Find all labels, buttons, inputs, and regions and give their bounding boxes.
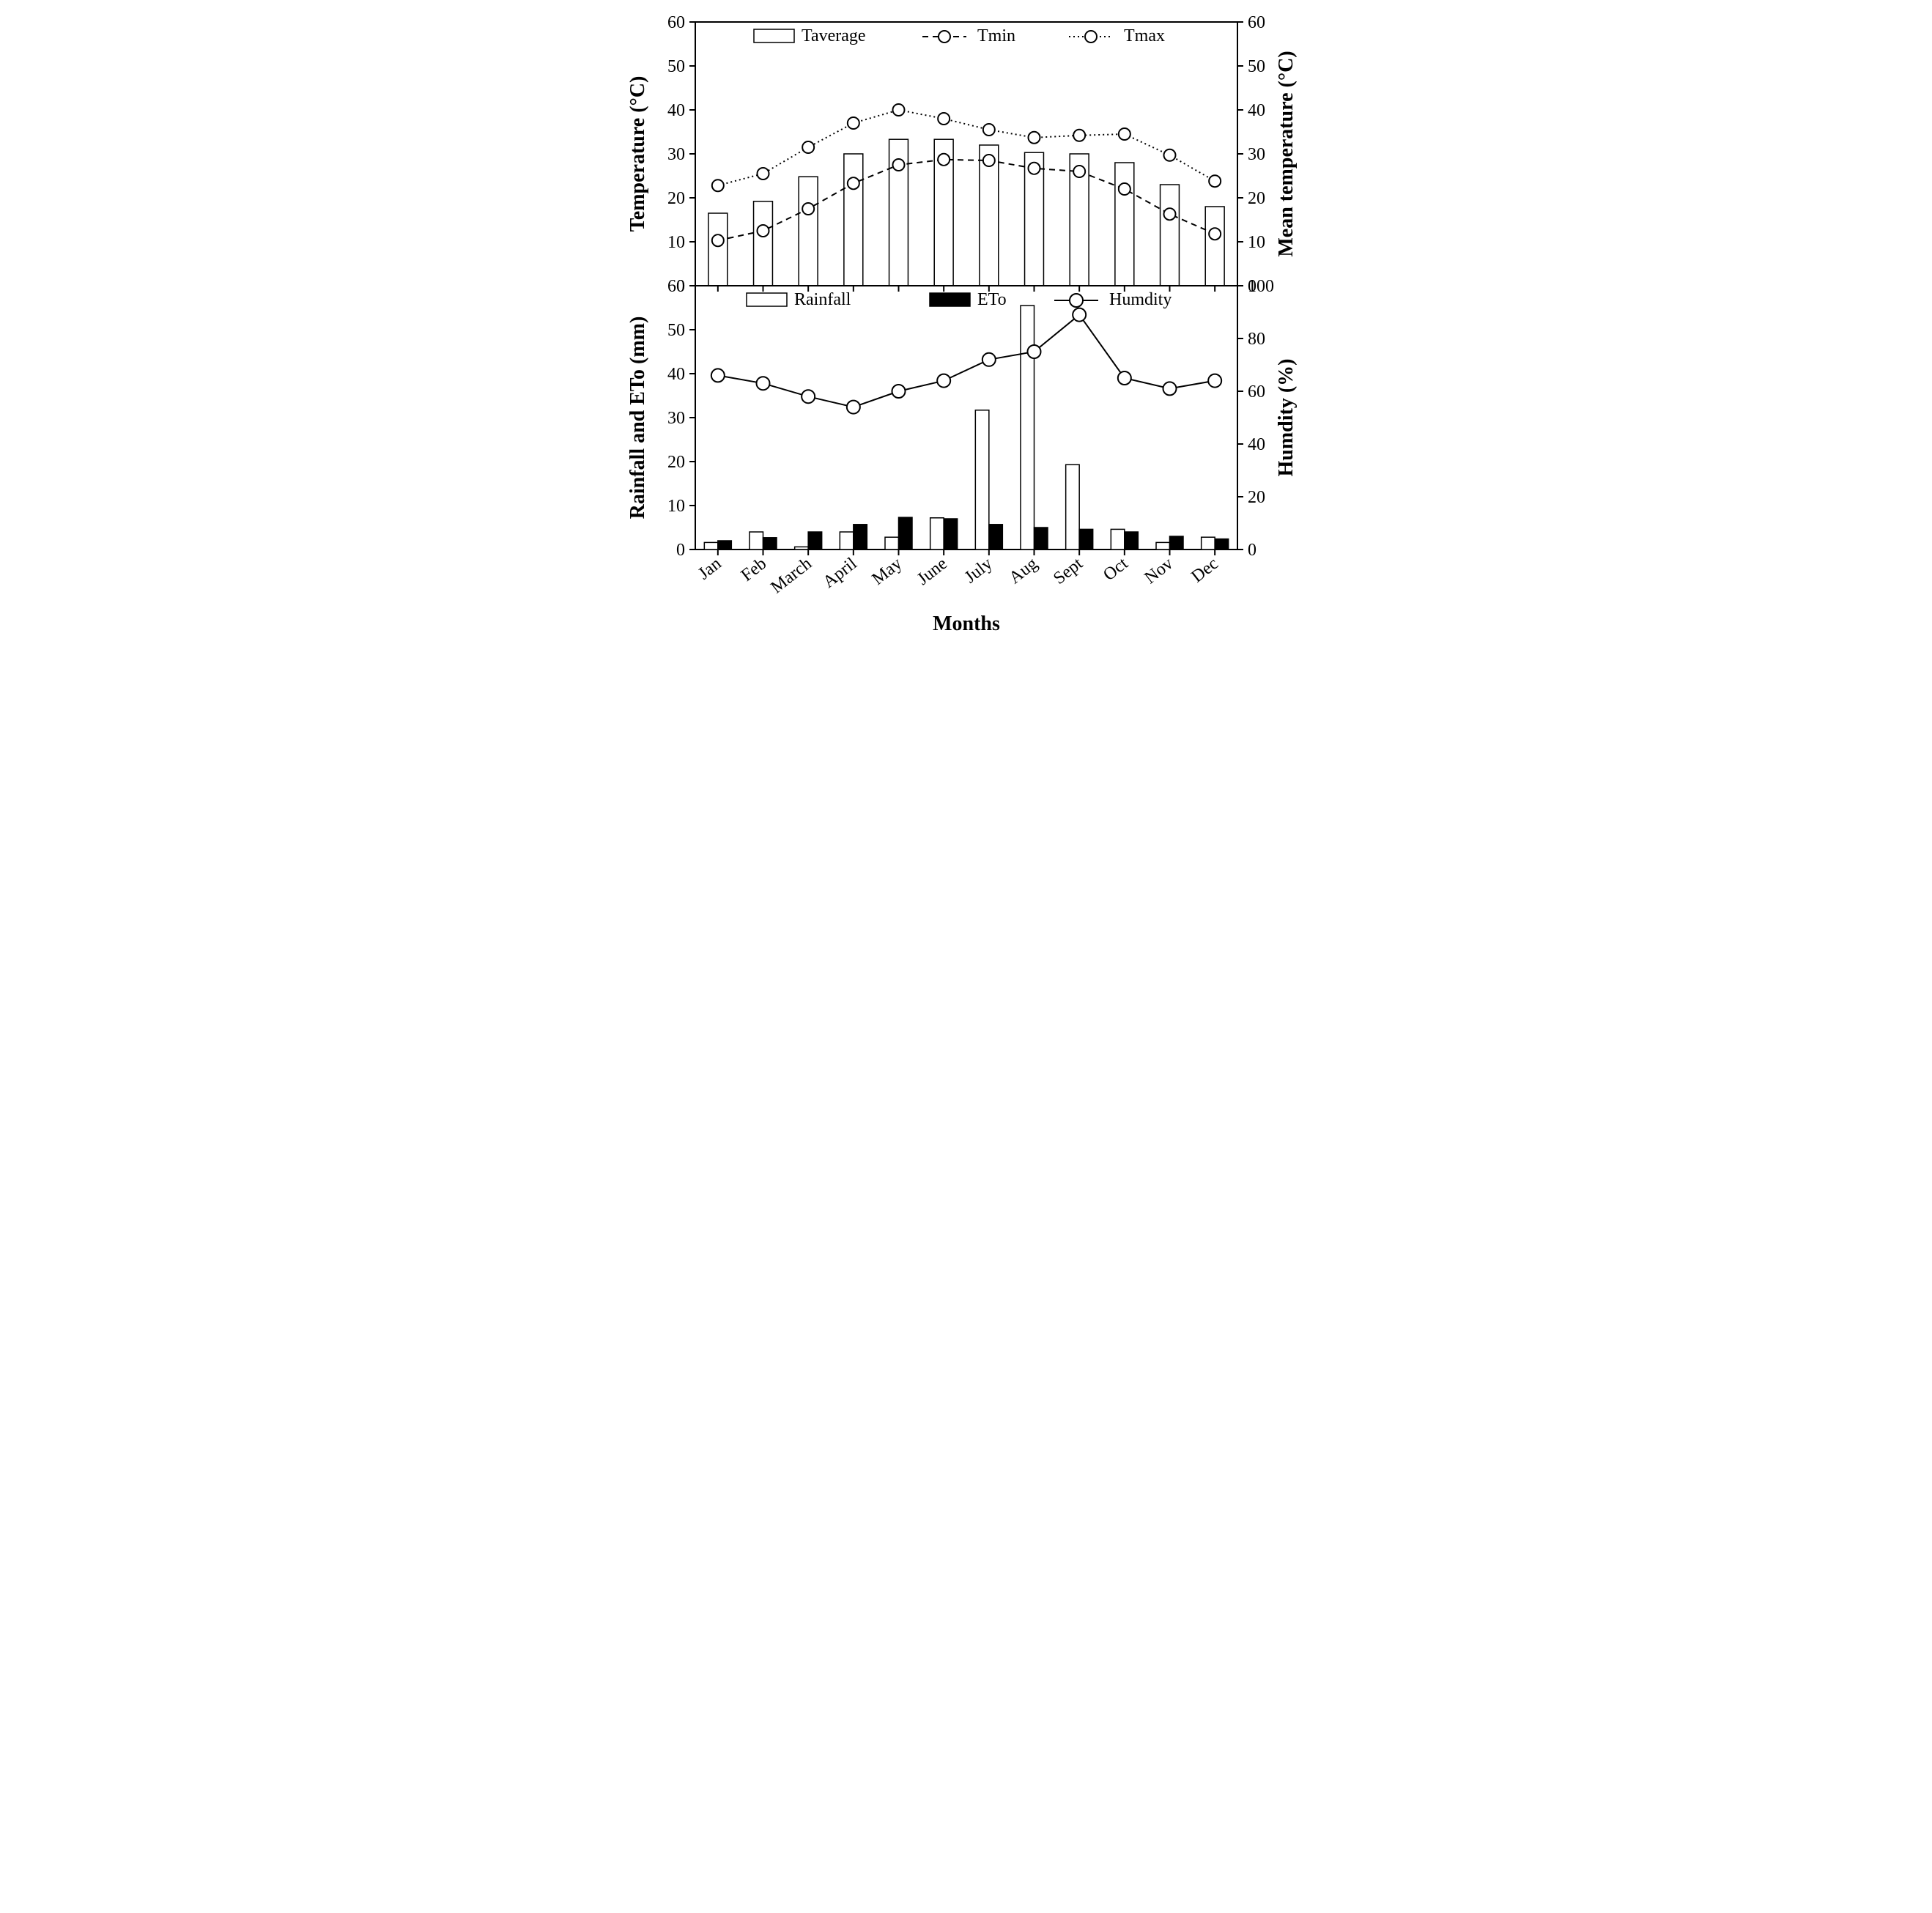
eto-bar [988,525,1002,550]
xaxis-month-label: July [961,554,996,587]
rainfall-bar [794,547,808,550]
xaxis-month-label: Feb [737,554,769,585]
xaxis-month-label: Nov [1141,554,1177,588]
legend-taverage: Taverage [802,26,866,45]
legend-humidity: Humdity [1109,290,1172,309]
taverage-bar [1114,163,1133,286]
rainfall-bar [750,532,763,550]
taverage-bar [1160,185,1179,286]
eto-bar [944,519,958,550]
eto-bar [1079,529,1093,550]
taverage-bar [799,177,818,286]
xaxis-title: Months [933,613,1000,635]
eto-bar [853,525,867,550]
svg-text:10: 10 [667,233,685,252]
xaxis-month-label: May [868,554,906,589]
svg-text:50: 50 [667,57,685,76]
right-axis-title: Mean temperature (°C) [1275,51,1298,256]
panel-rainfall: 0 10 20 30 40 50 60 0 20 40 60 80 100 Jan FebMarchApri… [626,277,1298,635]
eto-bar [1215,539,1229,550]
rainfall-bar [1201,537,1215,550]
svg-text:20: 20 [667,453,685,472]
taverage-bar [708,213,727,286]
svg-text:60: 60 [667,277,685,296]
svg-text:30: 30 [667,409,685,428]
svg-text:30: 30 [667,145,685,164]
svg-text:20: 20 [1248,488,1265,507]
xaxis-month-label: Oct [1100,554,1132,585]
legend-tmax: Tmax [1124,26,1165,45]
eto-bar [763,538,777,550]
svg-text:60: 60 [1248,15,1265,32]
svg-text:40: 40 [1248,101,1265,120]
svg-text:0: 0 [1248,541,1256,560]
xaxis-month-label: Sept [1050,554,1087,588]
eto-bar [1169,536,1183,550]
eto-bar [717,541,731,550]
svg-text:60: 60 [667,15,685,32]
rainfall-bar [885,537,899,550]
taverage-bar [1205,207,1224,286]
svg-text:50: 50 [1248,57,1265,76]
legend-rainfall: Rainfall [794,290,851,309]
legend-tmin: Tmin [977,26,1015,45]
rainfall-bar [1111,529,1125,550]
eto-bar [808,532,822,550]
climate-figure: 0 10 20 30 40 50 60 0 10 20 30 40 50 60 Temperature (°… [615,15,1318,652]
svg-text:30: 30 [1248,145,1265,164]
panel-temperature: 01020304050600102030405060Temperature (°… [626,15,1298,296]
svg-text:80: 80 [1248,330,1265,349]
rainfall-bar [840,532,854,550]
rainfall-bar [1065,465,1079,550]
svg-text:40: 40 [1248,435,1265,454]
taverage-bar [753,201,772,286]
svg-text:40: 40 [667,365,685,384]
svg-text:100: 100 [1248,277,1274,296]
rainfall-bar [975,410,989,550]
rainfall-bar [704,542,718,550]
left-axis-title: Temperature (°C) [626,76,649,232]
xaxis-month-label: June [914,554,951,589]
svg-text:20: 20 [667,189,685,208]
svg-text:50: 50 [667,321,685,340]
taverage-bar [843,154,862,286]
svg-text:60: 60 [1248,382,1265,402]
eto-bar [898,517,912,550]
rainfall-bar [930,518,944,550]
xaxis-month-label: April [819,554,860,592]
eto-bar [1124,532,1138,550]
svg-text:10: 10 [1248,233,1265,252]
svg-text:40: 40 [667,101,685,120]
xaxis-month-label: Aug [1005,554,1041,588]
chart-svg: 0 10 20 30 40 50 60 0 10 20 30 40 50 60 Temperature (°… [615,15,1318,652]
tmin-line [717,160,1214,240]
xaxis-month-label: March [767,554,815,597]
svg-text:20: 20 [1248,189,1265,208]
xaxis-month-label: Dec [1188,554,1221,586]
legend-eto: ETo [977,290,1007,309]
xaxis-month-label: Jan [695,554,725,583]
rainfall-bar [1156,542,1170,550]
humidity-line [717,315,1214,407]
left-axis-title: Rainfall and ETo (mm) [626,317,649,519]
svg-text:10: 10 [667,497,685,516]
rainfall-bar [1021,306,1035,550]
eto-bar [1034,528,1048,550]
svg-text:0: 0 [676,541,685,560]
tmax-line [717,110,1214,185]
right-axis-title: Humdity (%) [1275,359,1298,477]
